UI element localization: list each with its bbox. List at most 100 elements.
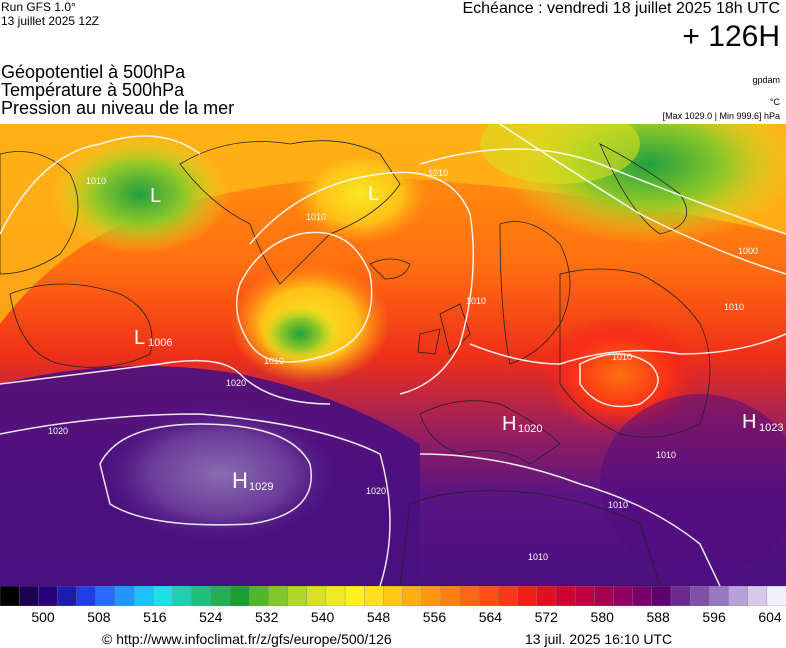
pressure-center-type: L bbox=[134, 327, 145, 349]
isobar-label: 1010 bbox=[306, 212, 326, 222]
color-scale-swatch bbox=[76, 586, 97, 606]
color-scale-swatch bbox=[153, 586, 174, 606]
isobar-label: 1010 bbox=[608, 500, 628, 510]
color-scale-tick: 548 bbox=[366, 609, 391, 625]
isobar-label: 1020 bbox=[226, 378, 246, 388]
isobar-label: 1020 bbox=[48, 426, 68, 436]
pressure-center: L 1006 bbox=[134, 327, 172, 349]
color-scale-tick: 572 bbox=[534, 609, 558, 625]
color-scale-tick: 532 bbox=[255, 609, 279, 625]
color-scale-swatch bbox=[210, 586, 231, 606]
color-scale-swatch bbox=[421, 586, 442, 606]
color-scale-swatch bbox=[0, 586, 20, 606]
isobar-label: 1010 bbox=[724, 302, 744, 312]
color-scale-swatch bbox=[268, 586, 289, 606]
color-scale-swatch bbox=[325, 586, 346, 606]
isobar-label: 1010 bbox=[612, 352, 632, 362]
unit-temp: °C bbox=[769, 97, 780, 107]
pressure-center: H 1020 bbox=[502, 413, 542, 435]
color-scale-swatch bbox=[364, 586, 385, 606]
color-scale-tick: 564 bbox=[478, 609, 503, 625]
color-scale-swatch bbox=[479, 586, 500, 606]
color-scale-swatch bbox=[172, 586, 193, 606]
color-scale-swatch bbox=[133, 586, 155, 606]
pressure-center: L bbox=[150, 185, 161, 207]
color-scale-swatch bbox=[517, 586, 538, 606]
parameter-temperature: Température à 500hPa bbox=[1, 80, 185, 100]
pressure-center-type: L bbox=[150, 185, 161, 207]
color-scale-swatch bbox=[344, 586, 365, 606]
color-scale-swatch bbox=[766, 586, 786, 606]
isobar-label: 1010 bbox=[428, 168, 448, 178]
color-scale-swatch bbox=[728, 586, 749, 606]
color-scale bbox=[0, 586, 786, 606]
pressure-center-type: H bbox=[742, 411, 756, 433]
isobar-label: 1010 bbox=[528, 552, 548, 562]
color-scale-tick: 524 bbox=[199, 609, 223, 625]
forecast-valid-time: Echéance : vendredi 18 juillet 2025 18h … bbox=[462, 0, 780, 17]
color-scale-swatch bbox=[613, 586, 634, 606]
color-scale-swatch bbox=[249, 586, 270, 606]
color-scale-swatch bbox=[632, 586, 653, 606]
pressure-center: L bbox=[368, 183, 379, 205]
color-scale-swatch bbox=[747, 586, 768, 606]
color-scale-swatch bbox=[689, 586, 711, 606]
pressure-center-value: 1029 bbox=[249, 481, 273, 493]
color-scale-swatch bbox=[670, 586, 691, 606]
color-scale-tick: 516 bbox=[143, 609, 167, 625]
color-scale-swatch bbox=[459, 586, 480, 606]
parameter-geopotential: Géopotentiel à 500hPa bbox=[1, 62, 186, 82]
generated-timestamp: 13 juil. 2025 16:10 UTC bbox=[525, 631, 673, 647]
color-scale-swatch bbox=[57, 586, 78, 606]
source-url[interactable]: © http://www.infoclimat.fr/z/gfs/europe/… bbox=[102, 631, 392, 647]
pressure-center-value: 1006 bbox=[148, 337, 172, 349]
isobar-label: 1000 bbox=[738, 246, 758, 256]
color-scale-tick: 500 bbox=[31, 609, 55, 625]
color-scale-swatch bbox=[383, 586, 404, 606]
unit-geopot: gpdam bbox=[752, 75, 780, 85]
pressure-range: [Max 1029.0 | Min 999.6] hPa bbox=[662, 111, 780, 121]
pressure-center-value: 1023 bbox=[759, 422, 783, 434]
color-scale-swatch bbox=[498, 586, 519, 606]
lead-time: + 126H bbox=[682, 20, 780, 53]
color-scale-tick: 580 bbox=[590, 609, 614, 625]
color-scale-swatch bbox=[536, 586, 557, 606]
color-scale-swatch bbox=[594, 586, 615, 606]
pressure-center-type: H bbox=[232, 468, 248, 493]
color-scale-swatch bbox=[574, 586, 595, 606]
pressure-center-type: H bbox=[502, 413, 516, 435]
color-scale-tick: 540 bbox=[310, 609, 335, 625]
pressure-center-type: L bbox=[368, 183, 379, 205]
color-scale-swatch bbox=[555, 586, 576, 606]
isobar-label: 1010 bbox=[466, 296, 486, 306]
color-scale-tick: 588 bbox=[646, 609, 670, 625]
color-scale-tick: 508 bbox=[87, 609, 111, 625]
color-scale-tick: 596 bbox=[702, 609, 726, 625]
parameter-list: Géopotentiel à 500hPa Température à 500h… bbox=[1, 63, 234, 117]
isobar-label: 1010 bbox=[656, 450, 676, 460]
color-scale-swatch bbox=[287, 586, 308, 606]
color-scale-swatch bbox=[18, 586, 40, 606]
color-scale-tick: 556 bbox=[422, 609, 447, 625]
isobar-label: 1010 bbox=[86, 176, 106, 186]
pressure-center-value: 1020 bbox=[518, 423, 542, 435]
color-scale-swatch bbox=[95, 586, 116, 606]
run-date: 13 juillet 2025 12Z bbox=[1, 14, 100, 28]
isobar-label: 1010 bbox=[264, 356, 284, 366]
color-scale-swatch bbox=[651, 586, 672, 606]
color-scale-swatch bbox=[306, 586, 327, 606]
color-scale-swatch bbox=[114, 586, 135, 606]
color-scale-swatch bbox=[440, 586, 461, 606]
color-scale-tick: 604 bbox=[758, 609, 782, 625]
color-scale-swatch bbox=[191, 586, 212, 606]
pressure-center: H 1029 bbox=[232, 468, 273, 493]
color-scale-swatch bbox=[709, 586, 730, 606]
color-scale-swatch bbox=[402, 586, 423, 606]
pressure-center: H 1023 bbox=[742, 411, 783, 434]
isobar-label: 1020 bbox=[366, 486, 386, 496]
weather-map: H 1029 H 1020 H 1023 L 1006 L L 1010 101… bbox=[0, 124, 786, 586]
parameter-pressure: Pression au niveau de la mer bbox=[1, 98, 235, 118]
color-scale-swatch bbox=[38, 586, 59, 606]
color-scale-swatch bbox=[229, 586, 250, 606]
run-model: Run GFS 1.0° bbox=[1, 0, 76, 14]
